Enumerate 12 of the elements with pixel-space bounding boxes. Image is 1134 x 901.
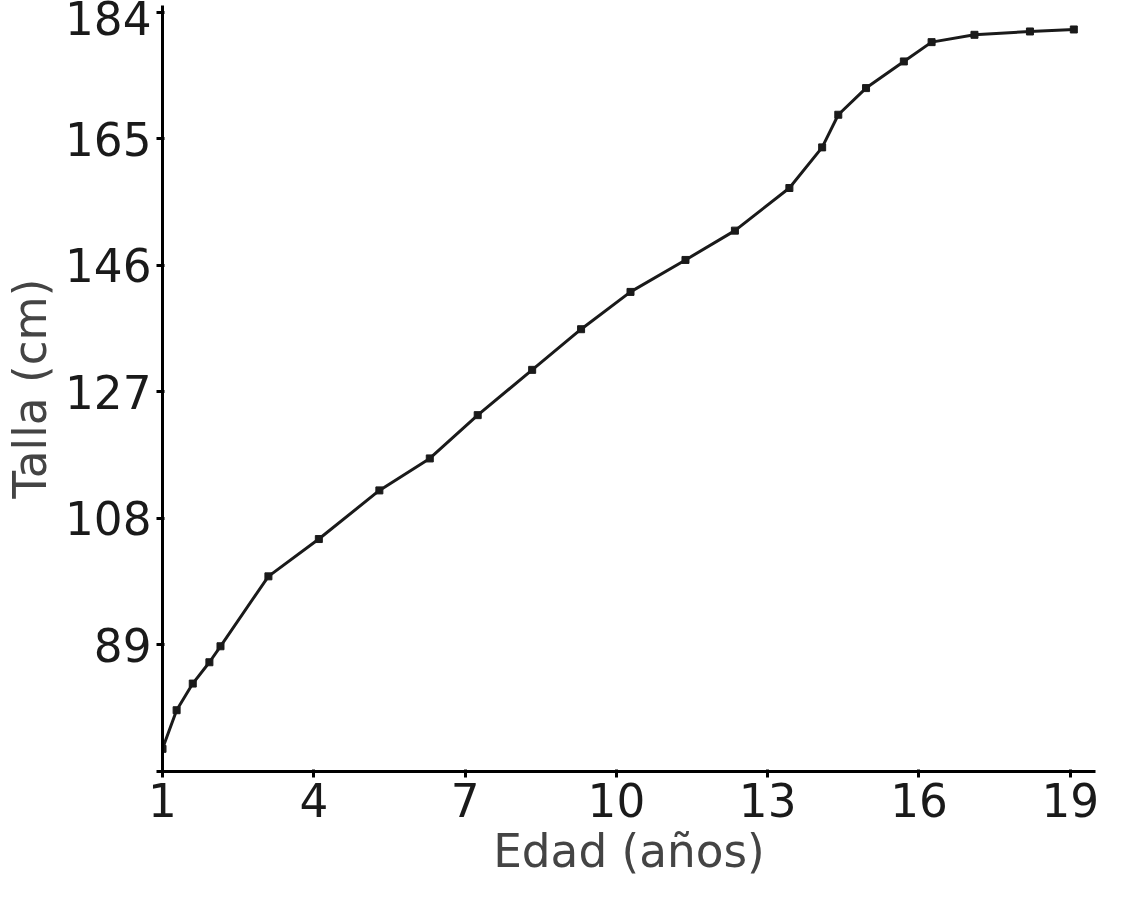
x-tick-label: 19 [1041, 774, 1100, 828]
x-tick-label: 7 [450, 774, 480, 828]
x-tick-label: 1 [148, 774, 177, 828]
y-tick-label: 146 [64, 240, 152, 294]
y-tick-label: 127 [64, 366, 152, 420]
x-tick-label: 4 [299, 774, 329, 828]
y-axis-title: Talla (cm) [3, 278, 57, 500]
y-tick-label: 108 [64, 493, 152, 547]
y-tick-label: 165 [64, 113, 152, 167]
y-tick-label: 89 [93, 619, 152, 673]
x-tick-label: 16 [890, 774, 948, 828]
y-tick-label: 184 [64, 0, 152, 46]
